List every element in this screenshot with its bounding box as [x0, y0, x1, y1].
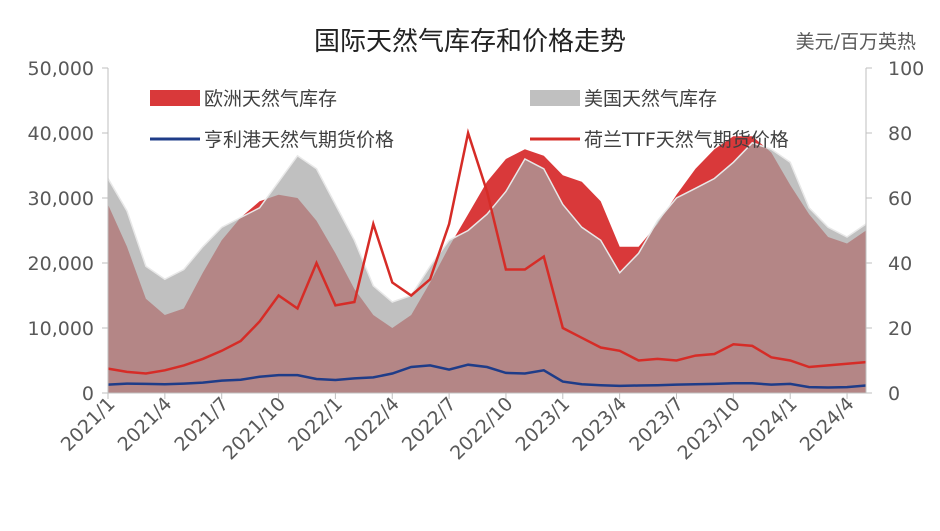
- x-tick-label: 2022/4: [341, 393, 404, 456]
- legend-label: 欧洲天然气库存: [204, 88, 337, 110]
- right-tick-label: 20: [888, 318, 912, 340]
- left-tick-label: 0: [82, 383, 94, 405]
- legend-label: 美国天然气库存: [584, 88, 717, 110]
- left-tick-label: 10,000: [28, 318, 94, 340]
- ttf-price-line: [107, 128, 867, 375]
- right-tick-label: 80: [888, 123, 912, 145]
- right-tick-label: 40: [888, 253, 912, 275]
- chart-title: 国际天然气库存和价格走势: [314, 27, 626, 57]
- x-tick-label: 2023/1: [512, 393, 575, 456]
- x-tick-label: 2023/10: [674, 393, 745, 464]
- storage-overlap-area: [108, 142, 866, 393]
- legend-swatch: [150, 90, 200, 106]
- right-tick-label: 100: [888, 58, 924, 80]
- henry-hub-price-line: [107, 363, 867, 389]
- right-tick-label: 0: [888, 383, 900, 405]
- plot-area: [107, 128, 867, 394]
- left-tick-label: 20,000: [28, 253, 94, 275]
- left-tick-label: 50,000: [28, 58, 94, 80]
- x-tick-label: 2021/4: [114, 393, 177, 456]
- x-tick-label: 2024/1: [739, 393, 802, 456]
- legend-swatch: [530, 90, 580, 106]
- us-storage-edge: [107, 141, 867, 303]
- x-tick-label: 2021/10: [219, 393, 290, 464]
- left-tick-label: 30,000: [28, 188, 94, 210]
- left-tick-label: 40,000: [28, 123, 94, 145]
- right-tick-label: 60: [888, 188, 912, 210]
- x-tick-label: 2022/10: [446, 393, 517, 464]
- x-tick-label: 2024/4: [796, 393, 859, 456]
- right-axis-unit: 美元/百万英热: [796, 31, 916, 53]
- legend-label: 荷兰TTF天然气期货价格: [584, 129, 789, 151]
- x-tick-label: 2023/4: [568, 393, 631, 456]
- legend-label: 亨利港天然气期货价格: [204, 129, 394, 151]
- x-tick-label: 2022/1: [284, 393, 347, 456]
